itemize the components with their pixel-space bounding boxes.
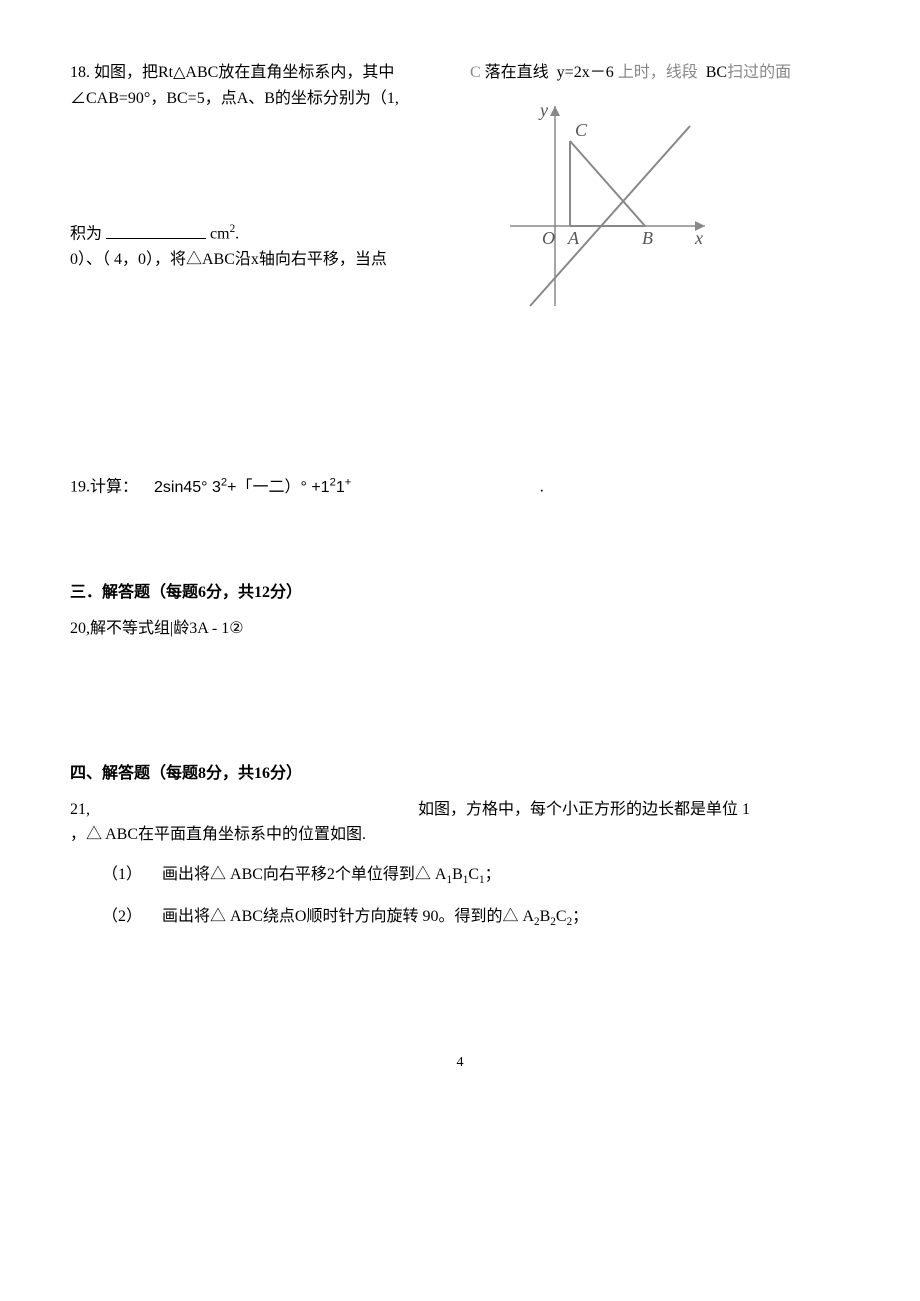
coordinate-graph: O A B C x y <box>500 96 720 316</box>
p21-sub2-num: （2） <box>102 908 142 925</box>
p19-period: . <box>540 479 544 496</box>
p18-blank-prefix: 积为 <box>70 226 106 243</box>
section-4-title: 四、解答题（每题8分，共16分） <box>70 761 850 787</box>
B-label: B <box>642 228 653 248</box>
p21-number: 21, <box>70 801 90 818</box>
A-label: A <box>567 228 580 248</box>
p20-text: 解不等式组|龄3A - 1 <box>90 620 229 637</box>
p20-circled: ② <box>229 616 243 642</box>
p18-col2-text: CC落在直线 y=2x－6 上时，线段 BC扫过的面 落在直线 y=2x－6 上… <box>470 60 850 86</box>
y-label: y <box>538 100 548 120</box>
x-label: x <box>694 228 703 248</box>
p21-sub1-d: ； <box>485 866 501 883</box>
p18-col2-c: C <box>470 64 481 81</box>
p18-col2-visible: 落在直线 y=2x－6 上时，线段 BC扫过的面 <box>485 64 791 81</box>
problem-18-text-col1: 18. 如图，把Rt△ABC放在直角坐标系内，其中 ∠CAB=90°，BC=5，… <box>70 60 450 273</box>
p18-blank-period: . <box>235 226 239 243</box>
p18-blank-line: 积为 cm2. <box>70 221 450 247</box>
p18-blank-unit: cm <box>210 226 230 243</box>
p18-number: 18. <box>70 64 90 81</box>
p21-sub1-c: C <box>468 866 479 883</box>
page-number: 4 <box>70 1052 850 1074</box>
p19-s3: + <box>345 476 352 488</box>
p19-label: 计算： <box>90 479 138 496</box>
problem-21: 21, 如图，方格中，每个小正方形的边长都是单位 1 ，△ ABC在平面直角坐标… <box>70 797 850 932</box>
problem-18-text-col2: CC落在直线 y=2x－6 上时，线段 BC扫过的面 落在直线 y=2x－6 上… <box>470 60 850 324</box>
p21-sub2-a: 画出将△ ABC绕点O顺时针方向旋转 90。得到的△ A <box>162 908 534 925</box>
p21-sub2-d: ； <box>572 908 588 925</box>
problem-18-graph: O A B C x y <box>500 96 850 325</box>
origin-label: O <box>542 228 555 248</box>
p20-number: 20, <box>70 620 90 637</box>
C-label: C <box>575 120 588 140</box>
problem-18: 18. 如图，把Rt△ABC放在直角坐标系内，其中 ∠CAB=90°，BC=5，… <box>70 60 850 324</box>
p21-sub2-c: C <box>556 908 567 925</box>
p21-line1: 21, 如图，方格中，每个小正方形的边长都是单位 1 <box>70 797 850 823</box>
section-3-title: 三．解答题（每题6分，共12分） <box>70 580 850 606</box>
p18-line1: 18. 如图，把Rt△ABC放在直角坐标系内，其中 ∠CAB=90°，BC=5，… <box>70 60 450 111</box>
p19-e1: 2sin45° 3 <box>154 479 221 496</box>
problem-19: 19.计算： 2sin45° 32+「一二）° +121+ . <box>70 474 850 500</box>
p19-e2: +「一二）° +1 <box>227 479 329 496</box>
p19-number: 19. <box>70 479 90 496</box>
line-y2x6 <box>530 126 690 306</box>
p21-sub1-num: （1） <box>102 866 142 883</box>
p21-sub1-b: B <box>452 866 463 883</box>
p18-text1: 如图，把Rt△ABC放在直角坐标系内，其中 ∠CAB=90°，BC=5，点A、B… <box>70 64 399 107</box>
fill-in-blank <box>106 222 206 239</box>
p18-line3: 0）、（ 4，0），将△ABC沿x轴向右平移，当点 <box>70 247 450 273</box>
y-axis-arrow <box>550 106 560 116</box>
p19-e3: 1 <box>336 479 345 496</box>
segment-BC <box>570 141 645 226</box>
p21-sub1: （1） 画出将△ ABC向右平移2个单位得到△ A1B1C1； <box>102 862 850 890</box>
p21-text-r: 如图，方格中，每个小正方形的边长都是单位 1 <box>418 801 750 818</box>
p21-line2: ，△ ABC在平面直角坐标系中的位置如图. <box>70 822 850 848</box>
p19-expression: 2sin45° 32+「一二）° +121+ <box>154 479 356 496</box>
p21-sub2: （2） 画出将△ ABC绕点O顺时针方向旋转 90。得到的△ A2B2C2； <box>102 904 850 932</box>
p21-sub2-b: B <box>540 908 551 925</box>
p21-sub1-a: 画出将△ ABC向右平移2个单位得到△ A <box>162 866 446 883</box>
problem-20: 20,解不等式组|龄3A - 1② <box>70 616 850 642</box>
